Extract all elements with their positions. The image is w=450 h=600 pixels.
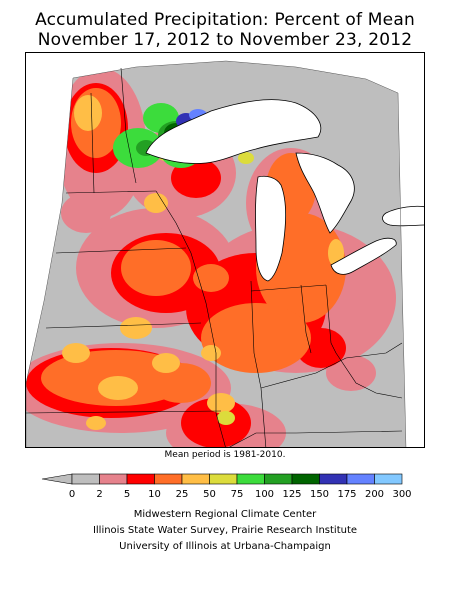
footer-line3: University of Illinois at Urbana-Champai… [119,541,331,552]
legend-swatch [374,473,403,485]
legend-label: 10 [148,489,161,500]
lake-superior [145,99,322,164]
legend-label: 2 [96,489,102,500]
legend-swatch [291,473,320,485]
legend-arrow [41,473,73,485]
color-legend: 0 2 5 10 25 50 75 100 125 150 175 200 300 [0,470,450,500]
legend-label: 0 [69,489,75,500]
lake-ontario [382,205,424,227]
mean-period-note: Mean period is 1981-2010. [164,450,286,460]
legend-label: 150 [310,489,329,500]
legend-label: 125 [282,489,301,500]
legend-swatch [71,473,100,485]
legend-swatch [181,473,210,485]
legend-swatch [126,473,155,485]
legend-swatch [264,473,293,485]
map-title-line1: Accumulated Precipitation: Percent of Me… [35,10,415,30]
legend-swatch [209,473,238,485]
footer-line1: Midwestern Regional Climate Center [133,509,317,520]
lake-michigan [255,175,287,282]
legend-label: 5 [124,489,130,500]
legend-label: 175 [337,489,356,500]
footer-line2: Illinois State Water Survey, Prairie Res… [92,525,358,536]
legend-label: 100 [255,489,274,500]
legend-label: 25 [176,489,189,500]
legend-swatch [346,473,375,485]
legend-swatch [319,473,348,485]
legend-swatch [99,473,128,485]
legend-swatch [236,473,265,485]
legend-label: 50 [203,489,216,500]
map-title-line2: November 17, 2012 to November 23, 2012 [37,30,413,50]
state-borders [26,67,403,447]
legend-swatch [154,473,183,485]
legend-label: 300 [392,489,411,500]
map-svg [26,60,424,447]
legend-label: 200 [365,489,384,500]
lake-erie [330,237,397,275]
lake-huron [295,152,355,234]
legend-label: 75 [231,489,244,500]
legend-svg: 0 2 5 10 25 50 75 100 125 150 175 200 300 [41,473,412,500]
great-lakes [145,99,424,282]
precipitation-map [25,52,425,448]
